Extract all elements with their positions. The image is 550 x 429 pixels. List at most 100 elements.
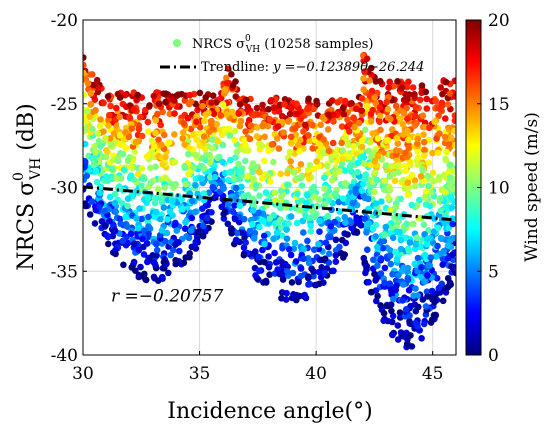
scatter-point xyxy=(389,312,397,320)
scatter-point xyxy=(278,258,286,266)
scatter-point xyxy=(187,98,195,105)
scatter-point xyxy=(83,163,88,171)
scatter-point xyxy=(194,190,201,198)
scatter-point xyxy=(186,91,194,99)
scatter-point xyxy=(128,163,135,171)
scatter-point xyxy=(444,242,452,249)
scatter-point xyxy=(256,192,263,199)
scatter-point xyxy=(395,169,402,176)
scatter-point xyxy=(96,203,103,210)
scatter-point xyxy=(104,148,111,156)
scatter-point xyxy=(294,141,302,149)
scatter-point xyxy=(270,104,278,111)
colorbar-tick-label: 0 xyxy=(488,346,499,366)
scatter-point xyxy=(297,272,305,280)
scatter-point xyxy=(378,198,385,205)
scatter-point xyxy=(307,228,315,235)
scatter-point xyxy=(294,190,301,198)
scatter-point xyxy=(447,194,455,201)
scatter-point xyxy=(253,124,261,131)
scatter-point xyxy=(320,136,327,143)
scatter-point xyxy=(227,156,234,164)
scatter-point xyxy=(293,292,301,300)
scatter-point xyxy=(271,189,279,197)
scatter-point xyxy=(304,192,311,199)
scatter-point xyxy=(260,232,268,240)
scatter-point xyxy=(102,153,110,161)
scatter-point xyxy=(424,235,431,243)
scatter-point xyxy=(353,217,360,224)
scatter-point xyxy=(408,201,416,209)
scatter-point xyxy=(268,141,276,148)
scatter-point xyxy=(427,189,435,196)
scatter-point xyxy=(236,101,244,108)
scatter-point xyxy=(198,175,205,182)
scatter-point xyxy=(214,137,221,145)
scatter-point xyxy=(103,173,110,180)
scatter-point xyxy=(208,121,215,128)
scatter-point xyxy=(380,186,388,194)
scatter-point xyxy=(442,204,449,211)
scatter-point xyxy=(160,204,168,211)
scatter-point xyxy=(229,208,237,215)
colorbar-tick-label: 15 xyxy=(488,95,510,115)
scatter-point xyxy=(252,272,259,279)
scatter-point xyxy=(402,162,409,170)
scatter-point xyxy=(124,156,132,164)
scatter-point xyxy=(254,111,262,118)
scatter-point xyxy=(415,303,422,311)
scatter-point xyxy=(83,91,87,99)
scatter-point xyxy=(433,275,441,282)
scatter-point xyxy=(440,247,448,255)
scatter-point xyxy=(304,166,312,174)
scatter-point xyxy=(133,215,140,222)
scatter-point xyxy=(393,135,401,142)
scatter-point xyxy=(442,78,450,86)
scatter-point xyxy=(166,110,174,118)
scatter-point xyxy=(426,124,433,132)
scatter-point xyxy=(275,108,283,115)
scatter-point xyxy=(193,113,200,120)
scatter-point xyxy=(284,118,292,125)
scatter-point xyxy=(384,194,392,201)
scatter-point xyxy=(209,145,217,152)
scatter-point xyxy=(373,297,380,305)
scatter-point xyxy=(424,272,431,279)
scatter-point xyxy=(125,133,133,141)
scatter-point xyxy=(274,123,282,130)
scatter-point xyxy=(310,165,318,173)
scatter-point xyxy=(291,239,299,247)
scatter-point xyxy=(128,264,135,271)
scatter-point xyxy=(297,161,305,168)
scatter-point xyxy=(120,166,128,173)
scatter-point xyxy=(404,336,411,343)
scatter-point xyxy=(108,165,116,173)
scatter-point xyxy=(403,220,411,228)
scatter-point xyxy=(249,168,257,175)
scatter-point xyxy=(376,77,384,85)
scatter-point xyxy=(182,254,189,261)
y-axis-title-unit: (dB) xyxy=(14,103,39,157)
scatter-point xyxy=(390,295,397,303)
scatter-point xyxy=(255,209,263,216)
scatter-point xyxy=(414,154,422,162)
scatter-point xyxy=(246,227,254,235)
scatter-point xyxy=(397,245,405,253)
scatter-point xyxy=(444,101,452,108)
scatter-point xyxy=(272,197,279,204)
scatter-point xyxy=(368,288,376,296)
scatter-point xyxy=(307,222,315,229)
scatter-point xyxy=(204,201,212,209)
scatter-point xyxy=(219,101,227,108)
scatter-point xyxy=(363,262,371,270)
scatter-point xyxy=(321,185,328,192)
scatter-point xyxy=(206,159,214,166)
scatter-point xyxy=(154,110,161,118)
scatter-point xyxy=(147,179,155,187)
scatter-point xyxy=(135,125,143,133)
scatter-point xyxy=(203,214,211,222)
scatter-point xyxy=(332,252,340,259)
scatter-point xyxy=(398,85,405,92)
scatter-point xyxy=(418,264,425,271)
scatter-point xyxy=(284,170,291,177)
